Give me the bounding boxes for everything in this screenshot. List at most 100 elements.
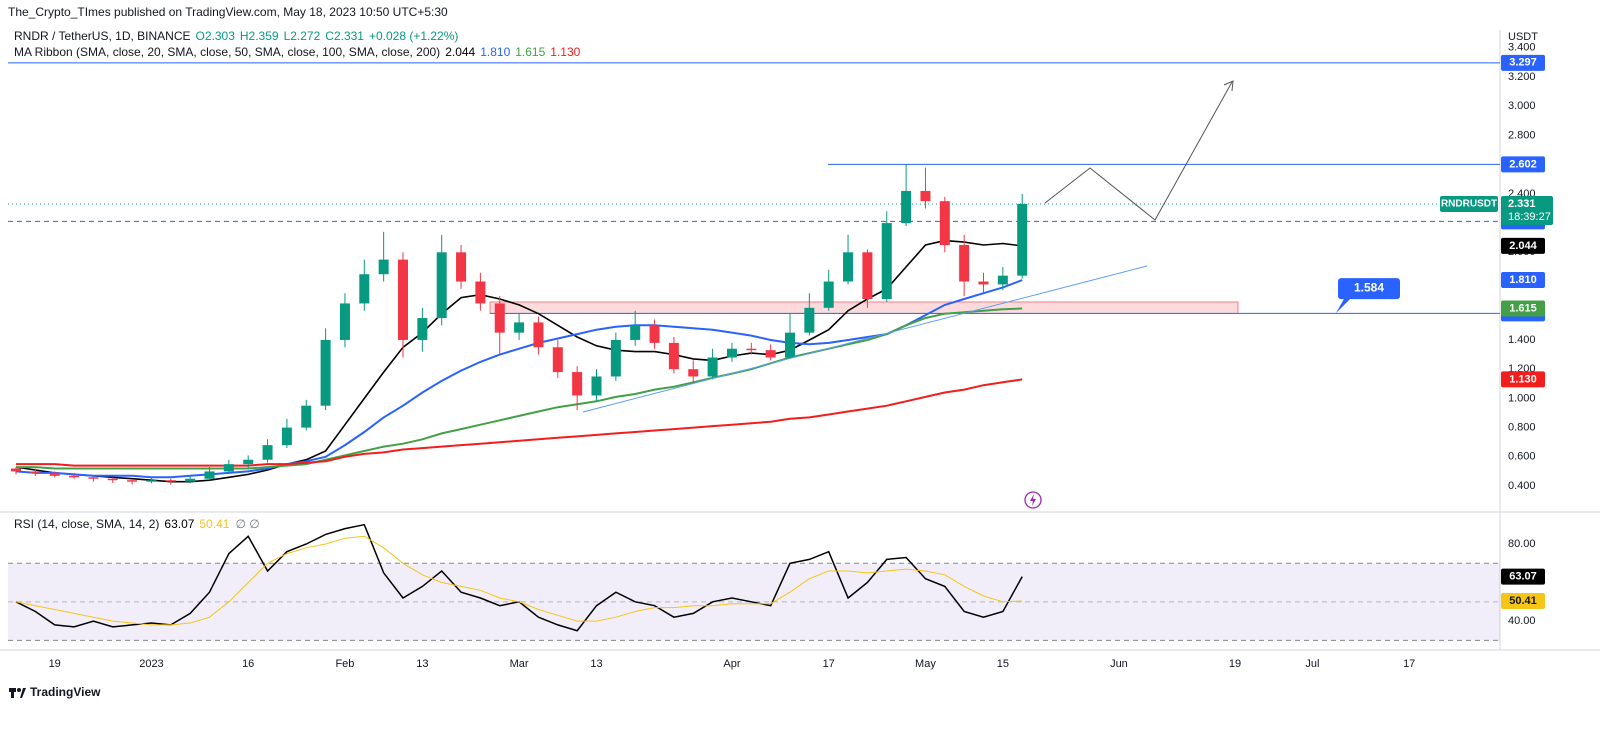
candle-body [146, 480, 157, 482]
y-tick-label: 3.400 [1508, 42, 1536, 54]
x-tick-label: 17 [823, 658, 835, 670]
candle-body [223, 464, 234, 472]
candle-body [533, 322, 544, 348]
candle-body [107, 478, 118, 481]
rsi-tick-label: 40.00 [1508, 615, 1536, 627]
plot-layer: 0.4000.6000.8001.0001.2001.4001.6001.800… [0, 30, 1600, 670]
rsi-value: 63.07 [164, 517, 194, 531]
candle-body [552, 347, 563, 373]
ma-line [16, 307, 1023, 470]
last-price: 2.331 [1508, 198, 1536, 210]
y-tick-label: 0.800 [1508, 422, 1536, 434]
ma-badge-bg [1501, 272, 1545, 289]
level-badge-bg [1501, 54, 1545, 71]
ma-badge: 1.130 [1509, 373, 1537, 385]
ma-legend: MA Ribbon (SMA, close, 20, SMA, close, 5… [14, 45, 581, 59]
x-tick-label: Feb [335, 658, 354, 670]
ma-value: 2.044 [445, 45, 475, 59]
overlay-layer: 3.2972.6022.2121.5822.0441.8101.6151.130… [1336, 54, 1553, 610]
ma-line [15, 279, 1023, 479]
candle-body [494, 303, 505, 333]
projection-path [1044, 81, 1233, 221]
x-tick-label: 17 [1403, 658, 1415, 670]
candle-body [514, 322, 525, 333]
candle-body [997, 275, 1008, 285]
rsi-value: 50.41 [199, 517, 229, 531]
rsi-legend: RSI (14, close, SMA, 14, 2) 63.07 50.41 ∅ ∅ [14, 517, 260, 531]
candle-body [978, 281, 989, 285]
candle-body [804, 307, 815, 333]
published-line: The_Crypto_TImes published on TradingVie… [8, 5, 448, 19]
candle-body [11, 468, 21, 472]
symbol-tag: RNDRUSDT [1441, 199, 1497, 210]
level-badge: 3.297 [1509, 57, 1537, 69]
level-badge-bg [1501, 156, 1545, 173]
symbol: RNDR / TetherUS, 1D, BINANCE [14, 29, 191, 43]
candle-body [456, 252, 467, 282]
rsi-tick-label: 80.00 [1508, 538, 1536, 550]
candle-body [630, 325, 641, 340]
candle-body [726, 348, 737, 358]
ma-badge: 1.810 [1509, 274, 1537, 286]
level-badge: 2.602 [1509, 158, 1537, 170]
candle-body [785, 332, 795, 358]
y-tick-label: 3.200 [1508, 71, 1536, 83]
ma-badge: 1.615 [1509, 302, 1537, 314]
y-tick-label: 0.600 [1508, 451, 1536, 463]
trend-line [582, 265, 1148, 413]
candle-body [959, 244, 970, 282]
candle-body [127, 480, 138, 482]
candle-body [843, 252, 854, 282]
brand-logo [9, 688, 26, 698]
ma-title: MA Ribbon (SMA, close, 20, SMA, close, 5… [14, 45, 440, 59]
y-tick-label: 1.400 [1508, 334, 1536, 346]
x-tick-label: 16 [242, 658, 254, 670]
ma-badge: 2.044 [1509, 240, 1537, 252]
ohlc-value: L2.272 [284, 29, 321, 43]
projection-arrowhead [1223, 80, 1234, 92]
symbol-tag-bg [1440, 195, 1498, 212]
ohlc-value: H2.359 [240, 29, 279, 43]
ma-values: 2.044 1.810 1.615 1.130 [445, 45, 580, 59]
last-price-bg [1501, 195, 1553, 225]
candle-body [862, 252, 873, 300]
candle-body [707, 357, 718, 377]
candle-body [281, 427, 292, 446]
alert-icon[interactable] [1024, 491, 1042, 509]
candle-body [668, 342, 679, 370]
x-tick-label: 13 [590, 658, 602, 670]
y-tick-label: 2.800 [1508, 129, 1536, 141]
x-tick-label: Jun [1110, 658, 1128, 670]
candle-body [649, 325, 660, 343]
candle-body [765, 350, 776, 358]
currency: USDT [1508, 31, 1538, 43]
rsi-extra: ∅ ∅ [235, 517, 259, 531]
candle-body [185, 478, 196, 482]
candle-body [746, 348, 757, 351]
ma-line [15, 239, 1023, 483]
candle-body [688, 369, 699, 377]
candle-body [301, 405, 312, 428]
candle-body [204, 471, 215, 479]
x-tick-label: Mar [510, 658, 529, 670]
brand: TradingView [30, 685, 101, 699]
x-tick-label: 15 [997, 658, 1009, 670]
callout-label: 1.584 [1354, 281, 1384, 295]
candle-body [591, 376, 602, 396]
candle-body [823, 281, 834, 308]
callout-box [1338, 278, 1400, 300]
symbol-legend: RNDR / TetherUS, 1D, BINANCE O2.303 H2.359… [14, 29, 458, 43]
ma-line [16, 378, 1023, 467]
x-tick-label: 19 [49, 658, 61, 670]
candle-body [901, 190, 912, 224]
candle-body [243, 459, 254, 465]
callout-pointer [1336, 297, 1352, 314]
candle-body [436, 252, 447, 319]
ma-value: 1.130 [550, 45, 580, 59]
candle-body [398, 259, 408, 340]
candle-body [69, 475, 80, 478]
x-tick-label: 13 [416, 658, 428, 670]
candle-body [49, 472, 60, 476]
y-tick-label: 0.400 [1508, 480, 1536, 492]
